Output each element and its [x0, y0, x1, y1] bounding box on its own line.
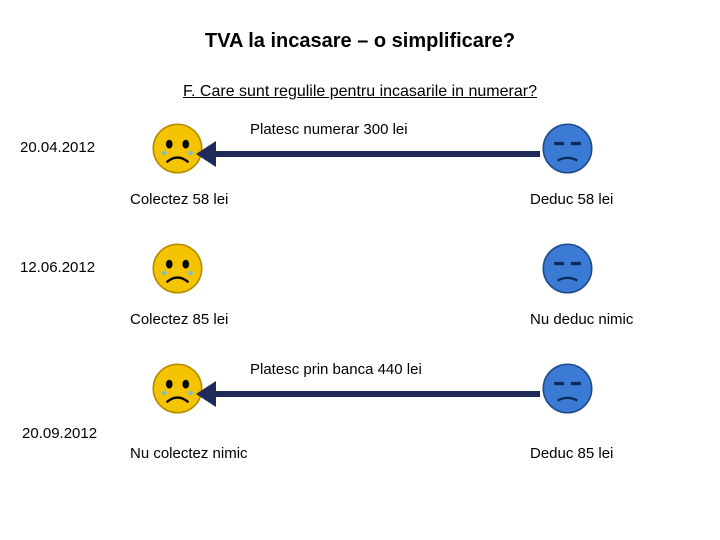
annoyed-blue-face-icon — [540, 361, 595, 416]
annoyed-blue-face-icon — [540, 241, 595, 296]
caption-row: Nu colectez nimic Deduc 85 lei — [0, 445, 720, 475]
arrow-line — [210, 151, 540, 157]
date-label: 20.04.2012 — [20, 139, 95, 156]
right-caption: Nu deduc nimic — [530, 311, 633, 328]
arrow-head-icon — [196, 141, 216, 167]
left-caption: Colectez 85 lei — [130, 311, 228, 328]
right-caption: Deduc 58 lei — [530, 191, 613, 208]
caption-row: Colectez 58 lei Deduc 58 lei — [0, 191, 720, 221]
arrow-head-icon — [196, 381, 216, 407]
caption-row: Colectez 85 lei Nu deduc nimic — [0, 311, 720, 341]
annoyed-blue-face-icon — [540, 121, 595, 176]
transaction-row: 20.04.2012 Platesc numerar 300 lei — [0, 111, 720, 191]
sad-yellow-face-icon — [150, 241, 205, 296]
right-caption: Deduc 85 lei — [530, 445, 613, 462]
caption-row: 20.09.2012 — [0, 425, 720, 445]
transaction-row: Platesc prin banca 440 lei — [0, 351, 720, 431]
date-label: 20.09.2012 — [22, 425, 97, 442]
arrow-line — [210, 391, 540, 397]
left-caption: Colectez 58 lei — [130, 191, 228, 208]
date-label: 12.06.2012 — [20, 259, 95, 276]
arrow-label: Platesc numerar 300 lei — [250, 121, 408, 138]
arrow-label: Platesc prin banca 440 lei — [250, 361, 422, 378]
section-subtitle: F. Care sunt regulile pentru incasarile … — [0, 83, 720, 101]
page-title: TVA la incasare – o simplificare? — [0, 0, 720, 53]
left-caption: Nu colectez nimic — [130, 445, 248, 462]
transaction-row: 12.06.2012 — [0, 231, 720, 311]
